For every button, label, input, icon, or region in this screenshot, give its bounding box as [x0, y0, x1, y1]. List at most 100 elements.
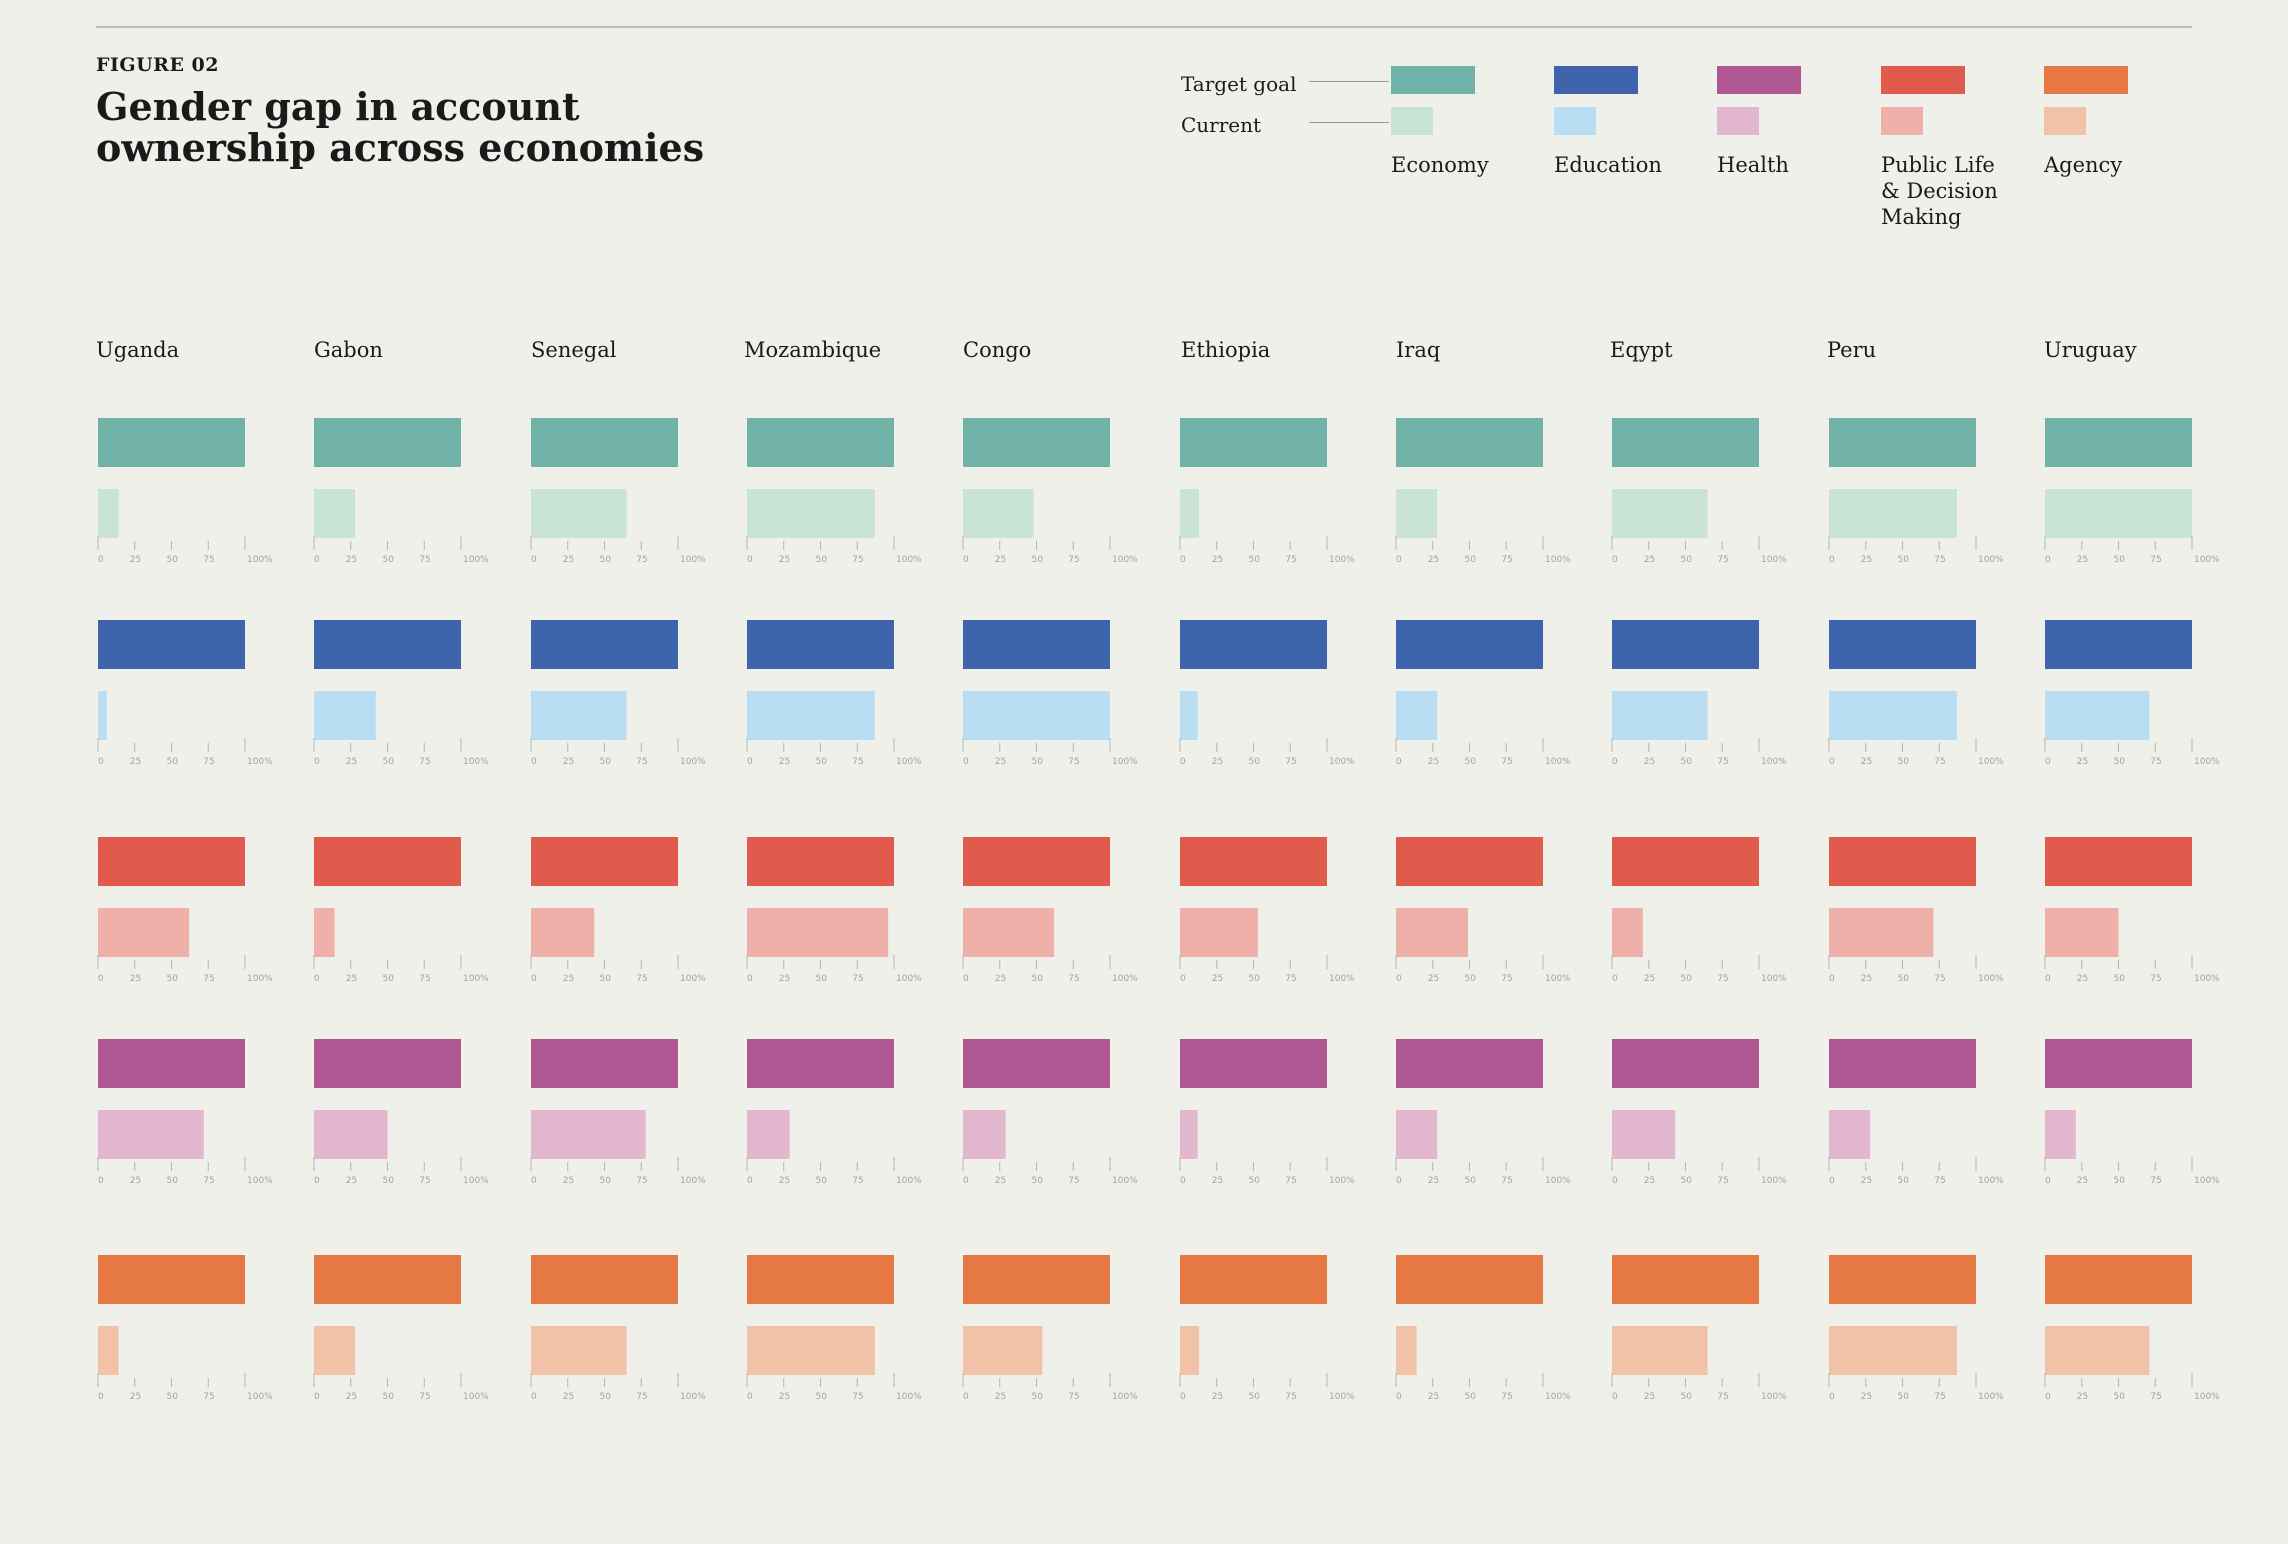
axis-tick-label-eqypt-economy: 100%	[1761, 555, 1787, 565]
axis-tick-label-senegal-education: 0	[531, 757, 537, 767]
country-label-eqypt: Eqypt	[1610, 338, 1673, 362]
chart-title-line-1: Gender gap in account	[96, 84, 580, 129]
bar-target-eqypt-agency	[1612, 1255, 1759, 1304]
axis-tick-label-uruguay-education: 100%	[2194, 757, 2220, 767]
legend-target-label: Target goal	[1181, 72, 1297, 96]
axis-tick-label-gabon-public-life-decision-making: 100%	[463, 974, 489, 984]
bar-current-gabon-agency	[314, 1326, 356, 1375]
axis-tick-label-ethiopia-health: 0	[1180, 1176, 1186, 1186]
legend-swatch-agency-current	[2044, 107, 2086, 135]
axis-tick-label-gabon-education: 0	[314, 757, 320, 767]
axis-tick-label-ethiopia-economy: 75	[1285, 555, 1296, 565]
axis-tick-label-peru-education: 50	[1898, 757, 1910, 767]
bar-current-mozambique-education	[747, 691, 875, 740]
axis-tick-label-uganda-public-life-decision-making: 50	[167, 974, 179, 984]
axis-tick-label-senegal-health: 100%	[680, 1176, 706, 1186]
axis-tick-label-congo-public-life-decision-making: 25	[995, 974, 1006, 984]
axis-tick-label-senegal-health: 25	[563, 1176, 574, 1186]
bar-current-eqypt-public-life-decision-making	[1612, 908, 1643, 957]
axis-tick-label-eqypt-public-life-decision-making: 0	[1612, 974, 1618, 984]
axis-tick-label-peru-public-life-decision-making: 50	[1898, 974, 1910, 984]
axis-tick-label-uruguay-public-life-decision-making: 100%	[2194, 974, 2220, 984]
legend-label-public-life-line-3: Making	[1881, 205, 1962, 229]
axis-tick-label-senegal-economy: 0	[531, 555, 537, 565]
bar-current-iraq-agency	[1396, 1326, 1417, 1375]
axis-tick-label-eqypt-agency: 0	[1612, 1392, 1618, 1402]
axis-tick-label-uganda-public-life-decision-making: 75	[203, 974, 214, 984]
axis-tick-label-iraq-education: 75	[1501, 757, 1512, 767]
axis-tick-label-peru-education: 25	[1861, 757, 1872, 767]
bar-current-gabon-economy	[314, 489, 356, 538]
axis-tick-label-eqypt-health: 100%	[1761, 1176, 1787, 1186]
legend-label-agency-line: Agency	[2044, 153, 2123, 177]
axis-tick-label-eqypt-agency: 100%	[1761, 1392, 1787, 1402]
bar-current-eqypt-economy	[1612, 489, 1708, 538]
bar-target-uganda-economy	[98, 418, 245, 467]
axis-tick-label-gabon-education: 100%	[463, 757, 489, 767]
axis-tick-label-iraq-economy: 75	[1501, 555, 1512, 565]
bar-current-senegal-public-life-decision-making	[531, 908, 595, 957]
bar-current-gabon-education	[314, 691, 376, 740]
country-label-senegal: Senegal	[531, 338, 617, 362]
legend-label-health: Health	[1717, 152, 1857, 178]
legend-swatch-health-target	[1717, 66, 1801, 94]
axis-tick-label-congo-economy: 75	[1068, 555, 1079, 565]
axis-tick-label-senegal-agency: 50	[600, 1392, 612, 1402]
bar-current-ethiopia-education	[1180, 691, 1198, 740]
axis-tick-label-uruguay-education: 25	[2077, 757, 2088, 767]
bar-target-peru-economy	[1829, 418, 1976, 467]
axis-tick-label-congo-agency: 75	[1068, 1392, 1079, 1402]
axis-tick-label-congo-agency: 25	[995, 1392, 1006, 1402]
axis-tick-label-gabon-agency: 50	[383, 1392, 395, 1402]
axis-tick-label-uganda-health: 25	[130, 1176, 141, 1186]
axis-tick-label-uganda-public-life-decision-making: 100%	[247, 974, 273, 984]
axis-tick-label-iraq-health: 75	[1501, 1176, 1512, 1186]
axis-tick-label-uganda-economy: 100%	[247, 555, 273, 565]
axis-tick-label-peru-economy: 100%	[1978, 555, 2004, 565]
axis-tick-label-peru-public-life-decision-making: 100%	[1978, 974, 2004, 984]
axis-tick-label-eqypt-public-life-decision-making: 25	[1644, 974, 1655, 984]
axis-tick-label-peru-agency: 0	[1829, 1392, 1835, 1402]
axis-tick-label-mozambique-public-life-decision-making: 75	[852, 974, 863, 984]
axis-tick-label-iraq-economy: 100%	[1545, 555, 1571, 565]
axis-tick-label-eqypt-health: 0	[1612, 1176, 1618, 1186]
axis-tick-label-gabon-economy: 25	[346, 555, 357, 565]
axis-tick-label-iraq-public-life-decision-making: 0	[1396, 974, 1402, 984]
bar-current-congo-public-life-decision-making	[963, 908, 1055, 957]
axis-tick-label-congo-economy: 0	[963, 555, 969, 565]
axis-tick-label-uganda-education: 0	[98, 757, 104, 767]
bar-target-uruguay-public-life-decision-making	[2045, 837, 2192, 886]
axis-tick-label-peru-education: 100%	[1978, 757, 2004, 767]
axis-tick-label-uruguay-public-life-decision-making: 25	[2077, 974, 2088, 984]
legend-swatch-public-life-current	[1881, 107, 1923, 135]
bar-target-uruguay-health	[2045, 1039, 2192, 1088]
axis-tick-label-iraq-agency: 0	[1396, 1392, 1402, 1402]
axis-tick-label-congo-agency: 100%	[1112, 1392, 1138, 1402]
axis-tick-label-congo-public-life-decision-making: 100%	[1112, 974, 1138, 984]
axis-tick-label-senegal-public-life-decision-making: 100%	[680, 974, 706, 984]
bar-target-iraq-agency	[1396, 1255, 1543, 1304]
axis-tick-label-uganda-education: 100%	[247, 757, 273, 767]
legend-swatch-health-current	[1717, 107, 1759, 135]
axis-tick-label-congo-education: 50	[1032, 757, 1044, 767]
axis-tick-label-ethiopia-public-life-decision-making: 25	[1212, 974, 1223, 984]
axis-tick-label-peru-health: 25	[1861, 1176, 1872, 1186]
axis-tick-label-iraq-education: 50	[1465, 757, 1477, 767]
axis-tick-label-congo-health: 50	[1032, 1176, 1044, 1186]
bar-current-iraq-economy	[1396, 489, 1438, 538]
axis-tick-label-ethiopia-economy: 0	[1180, 555, 1186, 565]
axis-tick-label-mozambique-education: 100%	[896, 757, 922, 767]
bar-target-uruguay-agency	[2045, 1255, 2192, 1304]
axis-tick-label-mozambique-economy: 0	[747, 555, 753, 565]
axis-tick-label-uruguay-health: 50	[2114, 1176, 2126, 1186]
bar-target-senegal-health	[531, 1039, 678, 1088]
axis-tick-label-uruguay-health: 100%	[2194, 1176, 2220, 1186]
axis-tick-label-iraq-public-life-decision-making: 75	[1501, 974, 1512, 984]
bar-target-congo-health	[963, 1039, 1110, 1088]
bar-current-uganda-agency	[98, 1326, 119, 1375]
legend-swatch-public-life-target	[1881, 66, 1965, 94]
axis-tick-label-ethiopia-public-life-decision-making: 100%	[1329, 974, 1355, 984]
axis-tick-label-iraq-agency: 25	[1428, 1392, 1439, 1402]
axis-tick-label-mozambique-health: 100%	[896, 1176, 922, 1186]
axis-tick-label-peru-public-life-decision-making: 75	[1934, 974, 1945, 984]
